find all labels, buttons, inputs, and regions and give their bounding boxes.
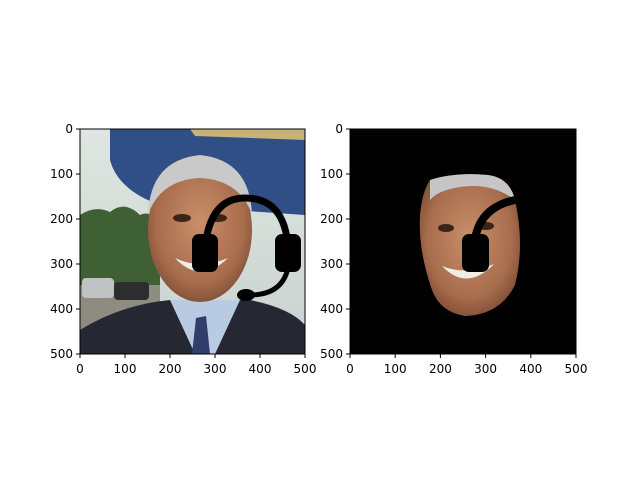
left-x-tick-label: 500: [294, 362, 317, 376]
right-x-tick-label: 200: [429, 362, 452, 376]
face: [148, 158, 252, 302]
right-x-tick-label: 400: [519, 362, 542, 376]
left-y-tick-label: 300: [50, 257, 73, 271]
tie: [192, 316, 210, 354]
car-icon: [114, 282, 149, 300]
left-y-tick-label: 400: [50, 302, 73, 316]
left-x-tick-label: 300: [204, 362, 227, 376]
right-y-tick-label: 500: [320, 347, 343, 361]
left-y-tick-label: 200: [50, 212, 73, 226]
left-y-tick-label: 0: [65, 122, 73, 136]
left-y-tick-label: 100: [50, 167, 73, 181]
right-y-tick-label: 200: [320, 212, 343, 226]
left-x-tick-label: 100: [114, 362, 137, 376]
hair: [148, 155, 252, 215]
left-x-tick-label: 200: [159, 362, 182, 376]
segmented-hair: [430, 174, 515, 200]
right-x-tick-label: 100: [384, 362, 407, 376]
left-y-tick-label: 500: [50, 347, 73, 361]
right-x-tick-label: 500: [565, 362, 588, 376]
left-image-panel: [80, 129, 305, 354]
right-image-panel: [350, 129, 576, 354]
airplane-window-strip: [190, 129, 305, 140]
headset-icon: [192, 194, 301, 301]
right-y-tick-label: 400: [320, 302, 343, 316]
left-x-tick-label: 0: [76, 362, 84, 376]
left-x-tick-label: 400: [249, 362, 272, 376]
right-y-tick-label: 300: [320, 257, 343, 271]
right-y-tick-label: 0: [335, 122, 343, 136]
right-axes-frame: [349, 128, 577, 355]
trees: [80, 206, 160, 290]
right-x-tick-label: 0: [346, 362, 354, 376]
car-icon: [82, 278, 114, 298]
left-axes-frame: [79, 128, 306, 355]
headset-icon: [462, 196, 516, 272]
right-x-tick-label: 300: [474, 362, 497, 376]
right-y-tick-label: 100: [320, 167, 343, 181]
